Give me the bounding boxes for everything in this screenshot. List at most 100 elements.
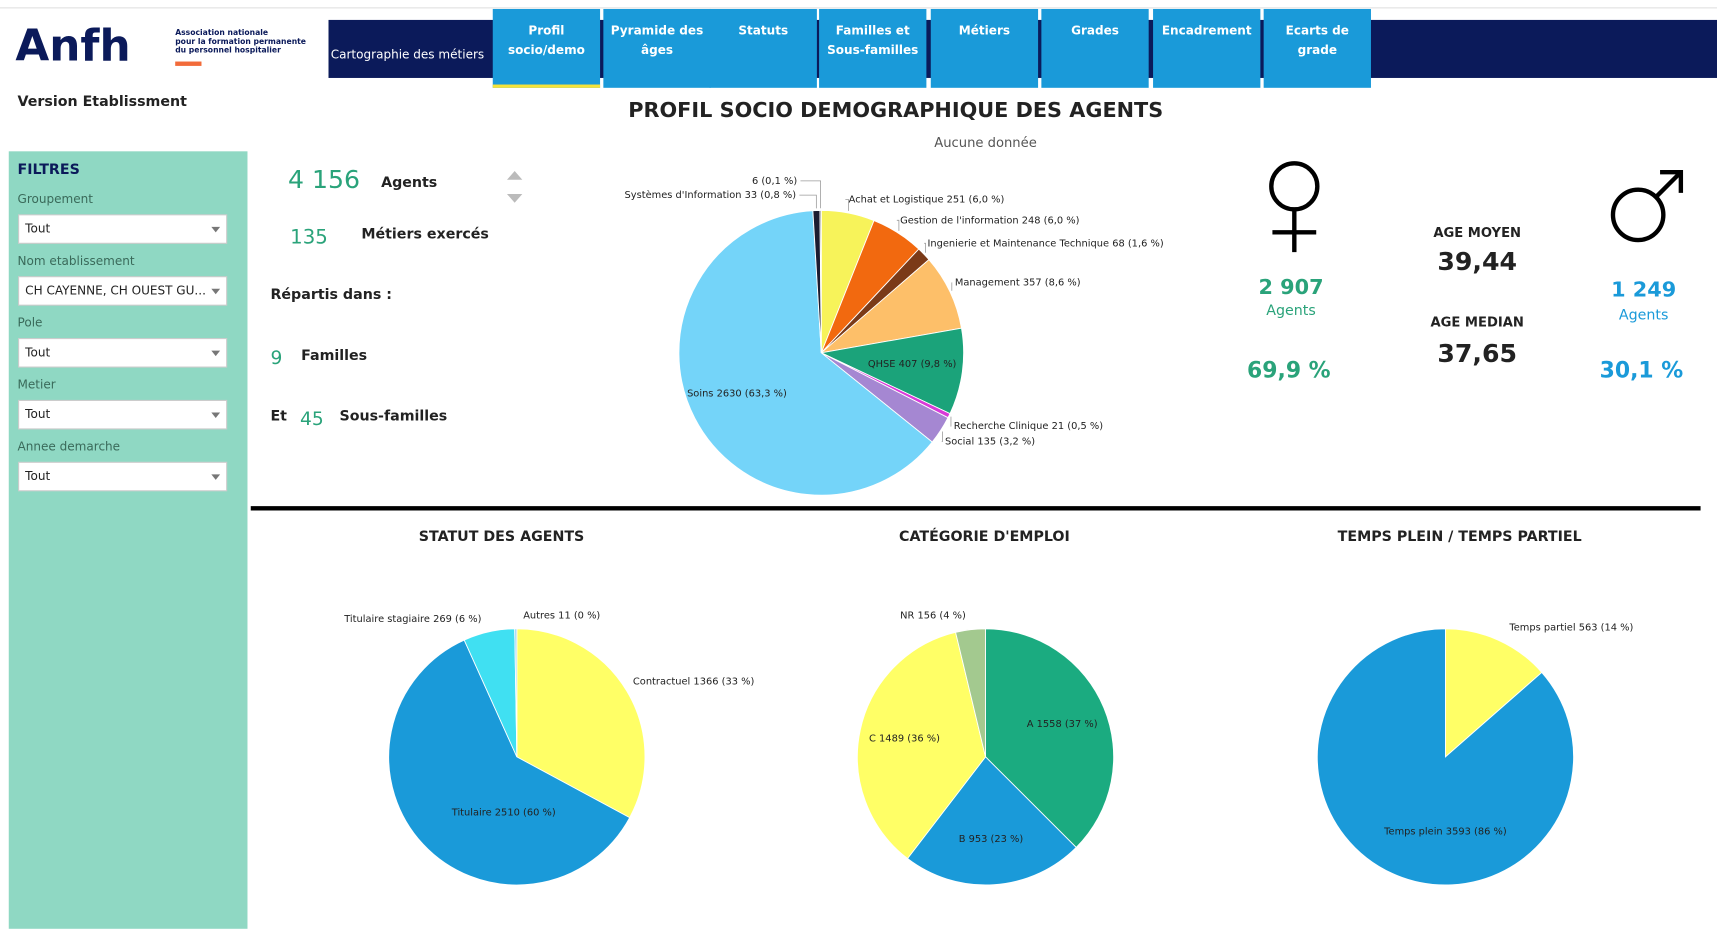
data-label: A 1558 (37 %) [1027, 719, 1098, 730]
age-mean-label: AGE MOYEN [1433, 226, 1521, 241]
leader-line [845, 199, 849, 211]
kpi-value: 135 [290, 225, 328, 248]
pie-slice [1444, 628, 1543, 758]
dropdown-arrow [211, 412, 221, 418]
filter-value: Tout [24, 222, 50, 236]
filter-value: Tout [24, 345, 50, 359]
tab[interactable] [492, 8, 601, 88]
male-label: Agents [1619, 308, 1669, 324]
tab[interactable] [1041, 8, 1149, 88]
pie-slice [819, 327, 964, 415]
data-label: C 1489 (36 %) [869, 733, 940, 744]
age-median-label: AGE MEDIAN [1430, 316, 1523, 331]
sort-arrows[interactable] [506, 171, 523, 203]
data-label: Autres 11 (0 %) [523, 611, 600, 622]
female-label: Agents [1266, 303, 1316, 319]
female-share: 69,9 % [1247, 358, 1331, 383]
tab[interactable] [1263, 8, 1371, 88]
logo: Anfh [15, 20, 130, 71]
data-label: Systèmes d'Information 33 (0,8 %) [625, 189, 797, 201]
pie-slice [516, 628, 646, 819]
dropdown-arrow [211, 288, 221, 295]
pie-slice [1316, 628, 1574, 886]
female-icon [1269, 161, 1320, 253]
tab[interactable] [709, 8, 817, 88]
logo-subtitle: pour la formation permanente [175, 37, 306, 46]
tab[interactable] [819, 8, 927, 88]
pie-slice [514, 628, 518, 757]
tab[interactable] [603, 8, 711, 88]
logo-subtitle: du personnel hospitalier [175, 46, 281, 55]
pie-slice [388, 639, 631, 886]
tabs: Profil socio/demo Pyramide des âges Statuts F… [492, 8, 1371, 88]
data-label: Contractuel 1366 (33 %) [633, 676, 754, 687]
male-count: 1 249 [1611, 277, 1676, 301]
kpi-label: Agents [381, 175, 437, 191]
data-label: 6 (0,1 %) [752, 176, 797, 187]
logo-subtitle: Association nationale [175, 28, 268, 37]
filters: Groupement Tout Nom etablissement CH CAYENN… [18, 192, 228, 492]
leader-line [800, 180, 821, 209]
data-label: Recherche Clinique 21 (0,5 %) [954, 421, 1103, 432]
filter-dropdown[interactable] [18, 214, 228, 244]
data-label: QHSE 407 (9,8 %) [868, 359, 956, 370]
nav-section[interactable]: Cartographie des métiers [331, 47, 485, 61]
dropdown-arrow [211, 226, 221, 233]
kpi-value: 4 156 [288, 165, 360, 194]
age-mean: 39,44 [1437, 247, 1517, 276]
tab-label: Familles et [836, 23, 910, 37]
page-title: PROFIL SOCIO DEMOGRAPHIQUE DES AGENTS [628, 98, 1163, 122]
filters-title: FILTRES [18, 162, 80, 178]
tab[interactable] [930, 8, 1039, 88]
data-label: Gestion de l'information 248 (6,0 %) [900, 215, 1079, 226]
tab-label: Pyramide des [611, 23, 704, 37]
filter-dropdown[interactable] [18, 338, 228, 368]
data-label: Titulaire stagiaire 269 (6 %) [343, 614, 481, 625]
tab[interactable] [1153, 8, 1261, 88]
filter-label: Annee demarche [18, 439, 121, 453]
data-label: Temps partiel 563 (14 %) [1508, 623, 1633, 634]
tab-label: Sous-familles [827, 43, 918, 57]
kpi-value: 45 [300, 409, 324, 430]
tab-label: âges [641, 43, 673, 57]
filter-panel [8, 151, 248, 929]
filter-value: Tout [24, 407, 50, 421]
data-label: Titulaire 2510 (60 %) [451, 808, 556, 819]
tab-label: Profil [528, 23, 564, 37]
dropdown-arrow [211, 474, 221, 480]
data-label: Ingenierie et Maintenance Technique 68 (… [927, 238, 1163, 249]
chart-title: CATÉGORIE D'EMPLOI [899, 528, 1070, 545]
kpi-label: Familles [301, 348, 367, 364]
note: Aucune donnée [934, 136, 1037, 151]
tab-label: grade [1298, 43, 1337, 57]
tab-label: Ecarts de [1286, 23, 1349, 37]
pie-slice [678, 210, 933, 496]
tab-label: socio/demo [508, 43, 585, 57]
age-median: 37,65 [1437, 339, 1517, 368]
filter-dropdown[interactable] [18, 276, 228, 306]
chart-title: STATUT DES AGENTS [419, 529, 585, 545]
data-label: Management 357 (8,6 %) [955, 278, 1081, 289]
charts: Achat et Logistique 251 (6,0 %) Gestion d… [343, 176, 1633, 886]
chart-title: TEMPS PLEIN / TEMPS PARTIEL [1338, 529, 1582, 545]
filter-value: Tout [24, 469, 50, 483]
kpi-label: Et [270, 408, 287, 424]
data-label: Social 135 (3,2 %) [945, 437, 1035, 448]
filter-label: Metier [18, 378, 56, 392]
data-label: NR 156 (4 %) [900, 611, 966, 622]
filter-dropdown[interactable] [18, 461, 228, 492]
kpi-label: Répartis dans : [270, 287, 391, 303]
filter-label: Pole [18, 316, 43, 330]
dropdown-arrow [211, 350, 221, 357]
version: Version Etablissment [18, 94, 188, 110]
tab-label: Métiers [959, 23, 1010, 37]
male-share: 30,1 % [1600, 358, 1684, 383]
pie-slice [857, 631, 986, 860]
filter-dropdown[interactable] [18, 399, 228, 430]
data-label: B 953 (23 %) [959, 834, 1024, 845]
data-label: Soins 2630 (63,3 %) [687, 388, 787, 399]
kpi-value: 9 [270, 348, 282, 369]
pie-slice [906, 756, 1077, 886]
logo-accent [175, 61, 202, 66]
